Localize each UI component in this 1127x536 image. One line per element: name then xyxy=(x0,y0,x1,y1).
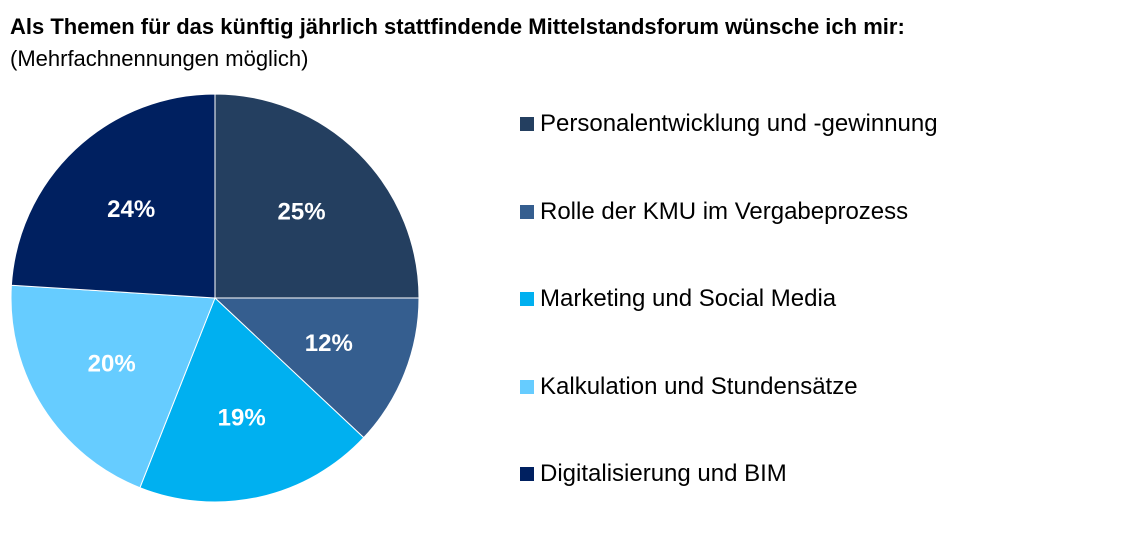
pie-slice xyxy=(213,297,420,439)
chart-subtitle: (Mehrfachnennungen möglich) xyxy=(10,46,309,71)
legend-swatch xyxy=(520,379,534,394)
legend-label: Digitalisierung und BIM xyxy=(540,460,787,487)
legend-swatch xyxy=(520,204,534,219)
legend-item: Marketing und Social Media xyxy=(520,281,836,317)
legend-label: Marketing und Social Media xyxy=(540,285,837,312)
legend-item: Digitalisierung und BIM xyxy=(520,456,787,492)
pie-slice xyxy=(139,297,365,503)
slice-data-label: 12% xyxy=(305,330,353,357)
legend-item: Personalentwicklung und -gewinnung xyxy=(520,106,938,142)
pie-slice xyxy=(10,93,216,299)
slice-data-label: 20% xyxy=(88,351,136,378)
legend-swatch xyxy=(520,117,534,131)
slice-data-label: 19% xyxy=(218,404,266,431)
pie-data-labels: 25% 12% 19% 20% 24% xyxy=(88,196,353,432)
slice-data-label: 24% xyxy=(107,196,155,223)
legend-label: Kalkulation und Stundensätze xyxy=(540,372,858,400)
legend-item: Rolle der KMU im Vergabeprozess xyxy=(520,194,908,230)
pie-slice xyxy=(10,284,216,489)
legend-swatch xyxy=(520,467,534,481)
slice-data-label: 25% xyxy=(278,198,326,225)
chart-title: Als Themen für das künftig jährlich stat… xyxy=(10,14,905,39)
legend-item: Kalkulation und Stundensätze xyxy=(520,369,858,405)
legend-label: Personalentwicklung und -gewinnung xyxy=(540,110,938,137)
legend-label: Rolle der KMU im Vergabeprozess xyxy=(540,197,909,225)
pie-slice xyxy=(214,93,420,299)
pie-slices xyxy=(10,93,420,503)
legend-swatch xyxy=(520,292,534,306)
